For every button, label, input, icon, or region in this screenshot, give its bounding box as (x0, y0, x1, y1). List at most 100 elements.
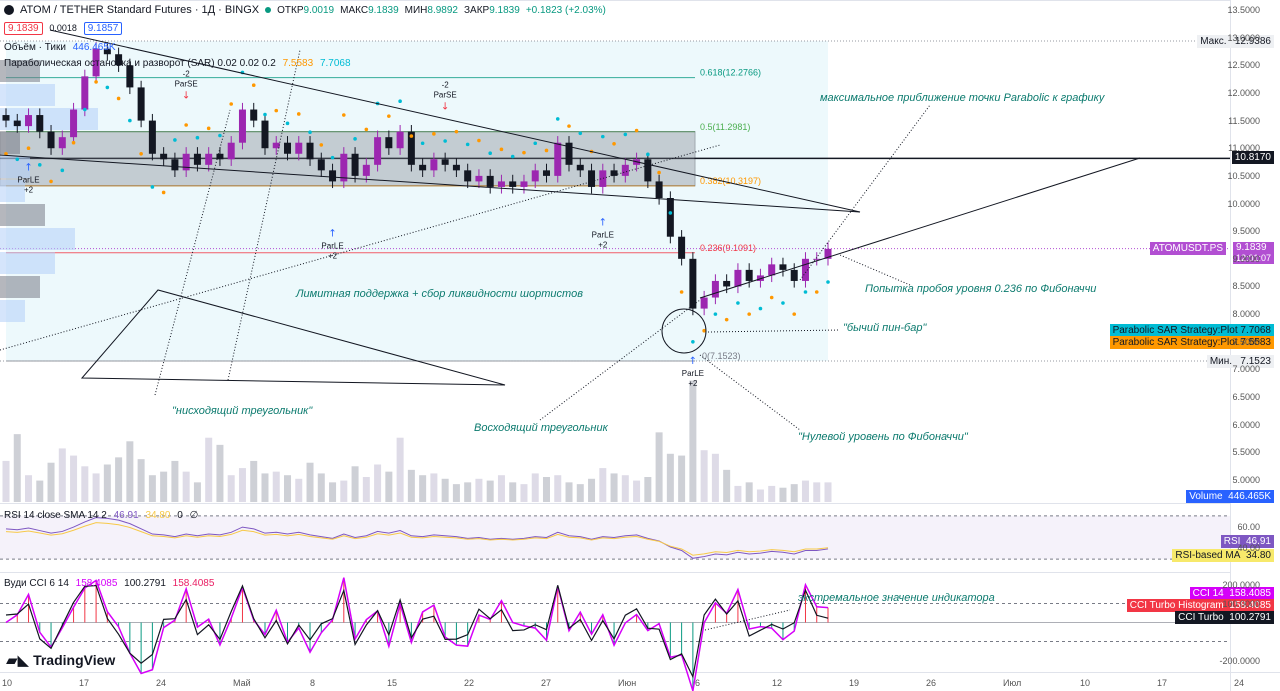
candle-body (678, 236, 686, 259)
price-axis-tick: 13.0000 (1227, 32, 1260, 43)
sar-point (15, 157, 20, 162)
signal-sub: +2 (328, 252, 338, 261)
sar-legend-value-2: 7.7068 (319, 58, 351, 69)
buy-price-button[interactable]: 9.1857 (83, 22, 123, 35)
rsi-legend-name: RSI 14 close SMA 14 2 (4, 510, 107, 521)
fib-range-zone (6, 41, 828, 361)
volume-bar (554, 475, 562, 502)
candle-body (13, 120, 21, 127)
sar-point (702, 328, 706, 333)
volume-bar (520, 484, 528, 502)
volume-bar (768, 485, 776, 502)
annotation-fib-break[interactable]: Попытка пробоя уровня 0.236 по Фибоначчи (865, 283, 1097, 295)
volume-bar (689, 380, 697, 502)
candle-body (284, 142, 292, 154)
ohlc-low: МИН8.9892 (404, 4, 458, 16)
candle-body (441, 159, 449, 165)
sar-point (623, 132, 628, 137)
cci-legend[interactable]: Вуди CCI 6 14 158.4085 100.2791 158.4085 (4, 578, 218, 589)
candle-body (509, 181, 517, 187)
sar-legend-name: Параболическая остановка и разворот (SAR… (4, 58, 276, 69)
rsi-legend-value-1: 46.91 (113, 510, 139, 521)
tradingview-logo[interactable]: ⁠▰◣ TradingView (6, 651, 115, 669)
annotation-parabolic[interactable]: максимальное приближение точки Parabolic… (820, 92, 1105, 104)
annotation-desc-triangle[interactable]: "нисходящий треугольник" (172, 405, 313, 417)
volume-bar (182, 471, 190, 502)
sar-point (195, 135, 200, 140)
last-price-label[interactable]: 9.1839 12:01:07 (1232, 242, 1274, 264)
candle-body (599, 170, 607, 187)
candle-body (36, 115, 44, 132)
signal-arrow: ↑ (689, 356, 697, 367)
signal-sub: +2 (24, 185, 34, 194)
candle-body (70, 109, 78, 138)
volume-bar (723, 469, 731, 502)
sar-point (319, 143, 324, 147)
annotation-limit-support[interactable]: Лимитная поддержка + сбор ликвидности шо… (296, 288, 583, 300)
volume-bar (36, 480, 44, 502)
volume-bar (306, 462, 314, 502)
fib-level-label: 0.236(9.1091) (700, 243, 756, 253)
rsi-legend[interactable]: RSI 14 close SMA 14 2 46.91 34.80 0 ∅ (4, 510, 202, 521)
sar-point (420, 141, 425, 146)
volume-profile-bar (0, 276, 40, 298)
price-axis-tick: 6.0000 (1232, 419, 1260, 430)
candle-body (216, 153, 224, 160)
candle-body (205, 153, 213, 165)
candle-body (779, 264, 787, 270)
candle-body (115, 54, 123, 66)
time-axis-tick: 10 (1080, 678, 1091, 688)
volume-bar (464, 482, 472, 502)
rsi-ma-line (5, 522, 829, 556)
volume-bar (565, 482, 573, 502)
time-axis-border (0, 672, 1280, 673)
volume-profile-bar (0, 84, 55, 106)
hline-price-label[interactable]: 10.8170 (1231, 151, 1274, 164)
rsi-ma-label: RSI-based MA 34.80 (1172, 549, 1274, 562)
volume-bar (419, 475, 427, 502)
volume-bar (599, 468, 607, 502)
volume-legend[interactable]: Объём · Тики 446.465K (4, 42, 120, 53)
sar-point (387, 114, 391, 118)
sar-point (173, 138, 177, 142)
candle-body (666, 198, 674, 237)
consolidation-box (0, 131, 696, 187)
sar-point (184, 123, 188, 127)
annotation-fib-zero[interactable]: "Нулевой уровень по Фибоначчи" (798, 431, 968, 443)
candle-body (801, 258, 809, 281)
sar-point (218, 133, 222, 138)
volume-bar (13, 434, 21, 502)
volume-bar (115, 457, 123, 502)
sar-point (128, 118, 132, 123)
annotation-pinbar[interactable]: "бычий пин-бар" (843, 322, 927, 334)
candle-body (171, 159, 179, 171)
sar-legend[interactable]: Параболическая остановка и разворот (SAR… (4, 58, 355, 69)
sar-point (533, 141, 538, 146)
fib-level-label: 0.5(11.2981) (700, 122, 750, 132)
lower-trendline (0, 154, 861, 213)
time-axis-tick: 15 (387, 678, 398, 688)
volume-bar (351, 466, 359, 502)
price-axis-tick: 12.0000 (1227, 87, 1260, 98)
candle-body (295, 142, 303, 154)
volume-bar (633, 480, 641, 502)
candle-body (407, 131, 415, 165)
sar-point (488, 151, 492, 156)
sar-point (206, 126, 211, 131)
volume-bar (452, 484, 460, 502)
min-price-label: Мин. 7.1523 (1206, 355, 1274, 368)
symbol-title[interactable]: ATOM / TETHER Standard Futures · 1Д · BI… (20, 4, 260, 16)
volume-bar (47, 462, 55, 502)
annotation-asc-triangle[interactable]: Восходящий треугольник (474, 422, 608, 434)
annotation-extreme[interactable]: экстремальное значение индикатора (798, 592, 995, 604)
sar-point (409, 134, 414, 138)
sar-point (634, 128, 639, 133)
volume-bar (25, 475, 33, 502)
cci-hist-label: CCI Turbo Histogram 158.4085 (1126, 599, 1274, 612)
sar-point (454, 129, 459, 134)
sar-point (443, 139, 447, 143)
sell-price-button[interactable]: 9.1839 (4, 22, 43, 35)
cci-legend-value-1: 158.4085 (75, 578, 118, 589)
candle-body (711, 280, 719, 298)
